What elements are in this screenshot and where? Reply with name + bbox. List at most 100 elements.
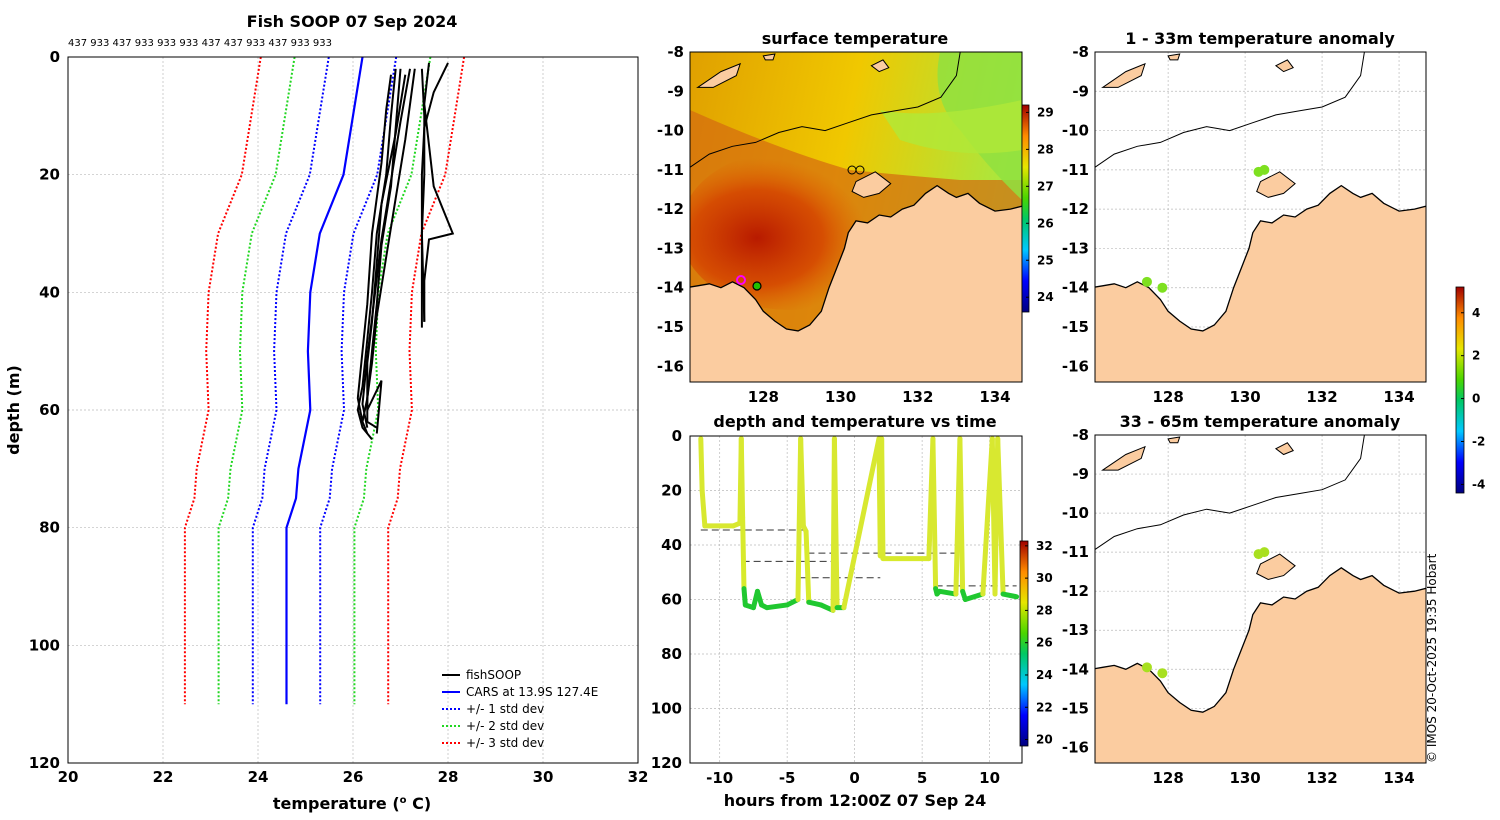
- anomaly1-y-tick--9: -9: [1072, 82, 1089, 100]
- profile-y-tick-100: 100: [29, 636, 60, 654]
- anomaly2-point-0: [1141, 662, 1152, 673]
- timeseries-x-tick-5: 5: [917, 769, 927, 787]
- anomaly2-y-tick--15: -15: [1062, 699, 1089, 717]
- sst-cb-tick-29: 29: [1037, 105, 1054, 119]
- sst-cb-tick-27: 27: [1037, 179, 1054, 193]
- timeseries-y-tick-60: 60: [661, 591, 682, 609]
- anomaly1-title: 1 - 33m temperature anomaly: [1125, 29, 1395, 48]
- fishsoop-profile-1: [361, 68, 402, 441]
- timeseries-track-0-segment-12: [764, 602, 790, 611]
- sst-y-tick--13: -13: [657, 239, 684, 257]
- fishsoop-profile-0: [356, 68, 397, 435]
- anomaly2-y-tick--12: -12: [1062, 582, 1089, 600]
- anomaly2-y-tick--9: -9: [1072, 465, 1089, 483]
- timeseries-cb-tick-22: 22: [1036, 700, 1053, 714]
- sst-cb-tick-24: 24: [1037, 290, 1054, 304]
- cars-mean-line: [285, 56, 364, 705]
- timeseries-track-1-segment-21: [962, 591, 986, 602]
- sst-x-tick-132: 132: [902, 388, 933, 406]
- timeseries-x-tick--5: -5: [779, 769, 796, 787]
- anomaly1-y-tick--14: -14: [1062, 279, 1089, 297]
- sst-x-tick-128: 128: [748, 388, 779, 406]
- profile-y-tick-80: 80: [39, 519, 60, 537]
- timeseries-cb-tick-30: 30: [1036, 571, 1053, 585]
- timeseries-cb-tick-26: 26: [1036, 636, 1053, 650]
- legend-label-fishsoop: fishSOOP: [466, 668, 521, 682]
- timeseries-track-1-segment-8: [841, 436, 882, 611]
- anomaly1-x-tick-130: 130: [1229, 388, 1260, 406]
- profile-tick-labels: 20 22 24 26 28 30 32 0 20 40 60 80 100 120: [29, 48, 649, 786]
- sst-colorbar: [1021, 104, 1030, 313]
- profile-x-tick-26: 26: [343, 768, 364, 786]
- timeseries-cb-tick-24: 24: [1036, 668, 1053, 682]
- sst-land: [690, 184, 1022, 382]
- profile-title: Fish SOOP 07 Sep 2024: [247, 12, 458, 31]
- anomaly2-panel: 128 130 132 134 -8 -9 -10 -11 -12 -13 -14 -15 -16 33…: [1062, 412, 1427, 787]
- legend-label-1std: +/- 1 std dev: [466, 702, 544, 716]
- anomaly1-x-tick-134: 134: [1383, 388, 1414, 406]
- anomaly1-x-tick-128: 128: [1152, 388, 1183, 406]
- timeseries-track-0-segment-5: [738, 436, 746, 521]
- anomaly-colorbar: [1455, 286, 1465, 494]
- anomaly1-point-1: [1157, 282, 1168, 293]
- profile-y-tick-120: 120: [29, 754, 60, 772]
- timeseries-marks: [698, 436, 1020, 613]
- sst-y-tick--12: -12: [657, 200, 684, 218]
- profile-axes-box: [67, 56, 639, 764]
- timeseries-x-tick--10: -10: [706, 769, 733, 787]
- sst-y-tick--8: -8: [667, 43, 684, 61]
- credit-text: © IMOS 20-Oct-2025 19:35 Hobart: [1425, 553, 1439, 763]
- timeseries-cb-tick-28: 28: [1036, 603, 1053, 617]
- anomaly1-y-tick--12: -12: [1062, 200, 1089, 218]
- sst-cb-tick-28: 28: [1037, 142, 1054, 156]
- timeseries-y-tick-80: 80: [661, 645, 682, 663]
- anomaly1-points: [1141, 164, 1270, 293]
- legend-label-3std: +/- 3 std dev: [466, 736, 544, 750]
- sst-isobath: [690, 52, 961, 168]
- anomaly-cb-tick--2: -2: [1472, 435, 1485, 449]
- anomaly1-panel: 128 130 132 134 -8 -9 -10 -11 -12 -13 -14 -15 -16 1 …: [1062, 29, 1427, 406]
- legend-label-2std: +/- 2 std dev: [466, 719, 544, 733]
- profile-y-tick-60: 60: [39, 401, 60, 419]
- anomaly2-axes-box: [1094, 434, 1427, 764]
- timeseries-track-1-segment-17: [937, 588, 959, 597]
- timeseries-track-1-segment-14: [930, 436, 939, 592]
- anomaly1-y-tick--15: -15: [1062, 318, 1089, 336]
- fishsoop-profile-4: [356, 74, 392, 422]
- timeseries-y-tick-20: 20: [661, 482, 682, 500]
- anomaly1-y-tick--11: -11: [1062, 161, 1089, 179]
- sst-cb-tick-25: 25: [1037, 253, 1054, 267]
- anomaly2-land: [1095, 567, 1426, 763]
- sst-marker-magenta: [736, 275, 746, 285]
- fishsoop-profile-2: [366, 68, 416, 429]
- anomaly1-point-3: [1259, 164, 1270, 175]
- fishsoop-profile-5: [361, 68, 411, 428]
- anomaly1-axes-box: [1094, 51, 1427, 383]
- profile-y-tick-40: 40: [39, 283, 60, 301]
- anomaly-cb-tick-4: 4: [1472, 306, 1480, 320]
- timeseries-track-0-segment-7: [741, 586, 748, 608]
- timeseries-track-1-segment-2: [803, 528, 812, 605]
- anomaly2-y-tick--8: -8: [1072, 426, 1089, 444]
- anomaly1-islands: [1101, 53, 1296, 198]
- sst-map-area: [690, 52, 1022, 382]
- profile-panel: 20 22 24 26 28 30 32 0 20 40 60 80 100 120 Fish SOOP …: [4, 12, 648, 813]
- anomaly1-y-tick--16: -16: [1062, 357, 1089, 375]
- sst-cool-band: [880, 100, 1022, 154]
- timeseries-track-0-segment-6: [740, 515, 747, 592]
- timeseries-track-0-segment-1: [699, 488, 708, 529]
- anomaly1-x-tick-132: 132: [1306, 388, 1337, 406]
- profile-x-tick-28: 28: [438, 768, 459, 786]
- cars-minus-2std-line: [217, 56, 296, 705]
- timeseries-title: depth and temperature vs time: [713, 412, 996, 431]
- legend-label-cars: CARS at 13.9S 127.4E: [466, 685, 598, 699]
- anomaly2-x-tick-130: 130: [1229, 769, 1260, 787]
- fishsoop-profile-8: [420, 68, 426, 322]
- profile-x-tick-20: 20: [58, 768, 79, 786]
- anomaly2-points: [1141, 547, 1270, 679]
- anomaly1-y-tick--13: -13: [1062, 239, 1089, 257]
- anomaly1-land: [1095, 184, 1426, 382]
- anomaly2-x-tick-134: 134: [1383, 769, 1414, 787]
- profile-x-tick-32: 32: [628, 768, 649, 786]
